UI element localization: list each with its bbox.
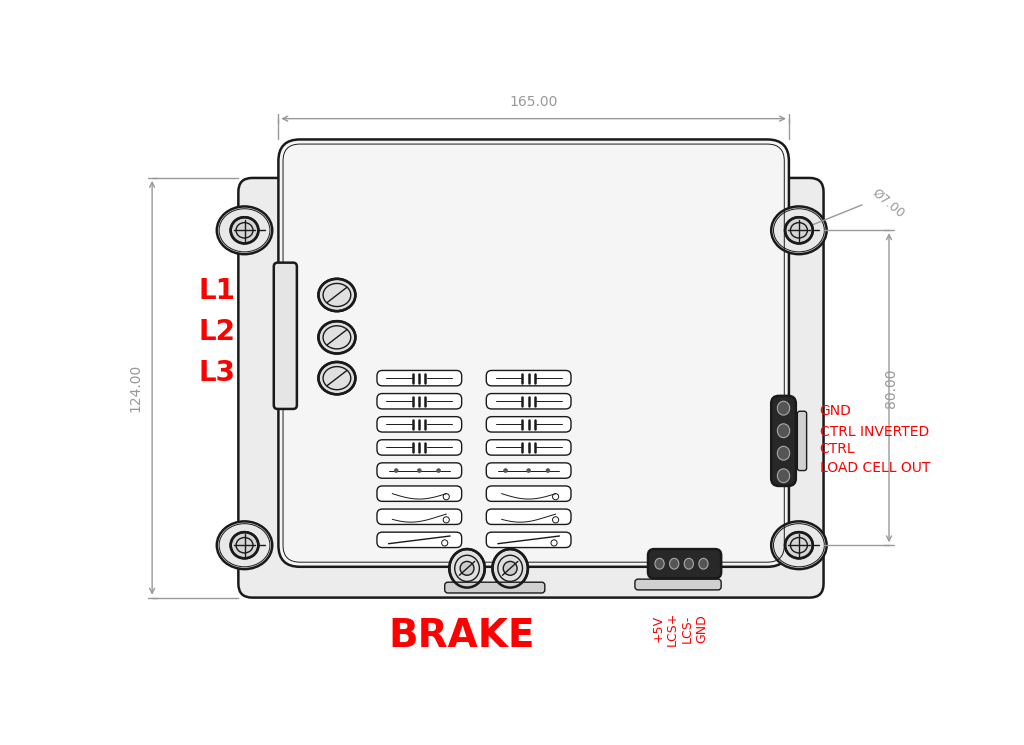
FancyBboxPatch shape	[377, 393, 462, 409]
FancyBboxPatch shape	[798, 411, 807, 471]
Ellipse shape	[698, 558, 708, 569]
Ellipse shape	[655, 558, 665, 569]
Ellipse shape	[493, 549, 528, 588]
Ellipse shape	[318, 321, 355, 354]
Circle shape	[504, 469, 508, 472]
Text: BRAKE: BRAKE	[388, 617, 535, 655]
Text: 80.00: 80.00	[885, 368, 898, 408]
FancyBboxPatch shape	[486, 463, 571, 478]
Text: 165.00: 165.00	[510, 95, 558, 110]
Text: LCS-: LCS-	[681, 615, 694, 642]
Text: LCS+: LCS+	[667, 611, 679, 646]
FancyBboxPatch shape	[377, 532, 462, 548]
Ellipse shape	[318, 279, 355, 311]
Text: +5V: +5V	[651, 615, 665, 642]
FancyBboxPatch shape	[486, 440, 571, 455]
FancyBboxPatch shape	[486, 509, 571, 524]
Ellipse shape	[230, 532, 258, 558]
FancyBboxPatch shape	[486, 393, 571, 409]
Ellipse shape	[785, 218, 813, 244]
Text: CTRL INVERTED: CTRL INVERTED	[819, 425, 929, 439]
Ellipse shape	[771, 522, 826, 569]
FancyBboxPatch shape	[377, 486, 462, 501]
FancyBboxPatch shape	[377, 440, 462, 455]
Ellipse shape	[777, 469, 790, 483]
Text: L2: L2	[199, 318, 236, 346]
FancyBboxPatch shape	[635, 579, 721, 590]
FancyBboxPatch shape	[444, 582, 545, 593]
Ellipse shape	[503, 562, 517, 575]
Ellipse shape	[777, 446, 790, 460]
Ellipse shape	[318, 362, 355, 394]
Text: LOAD CELL OUT: LOAD CELL OUT	[819, 461, 930, 475]
Ellipse shape	[460, 562, 474, 575]
FancyBboxPatch shape	[648, 549, 721, 578]
Text: 124.00: 124.00	[129, 364, 143, 412]
Text: Ø7.00: Ø7.00	[869, 186, 907, 221]
Ellipse shape	[785, 532, 813, 558]
Circle shape	[546, 469, 550, 472]
Circle shape	[436, 469, 440, 472]
FancyBboxPatch shape	[279, 139, 788, 567]
Ellipse shape	[771, 206, 826, 254]
FancyBboxPatch shape	[377, 463, 462, 478]
Circle shape	[394, 469, 398, 472]
Circle shape	[418, 469, 421, 472]
Ellipse shape	[777, 424, 790, 437]
FancyBboxPatch shape	[273, 263, 297, 409]
Text: GND: GND	[819, 405, 852, 418]
Ellipse shape	[670, 558, 679, 569]
FancyBboxPatch shape	[486, 416, 571, 432]
Circle shape	[526, 469, 530, 472]
FancyBboxPatch shape	[486, 486, 571, 501]
FancyBboxPatch shape	[377, 509, 462, 524]
FancyBboxPatch shape	[771, 396, 796, 486]
FancyBboxPatch shape	[486, 532, 571, 548]
FancyBboxPatch shape	[377, 370, 462, 386]
Ellipse shape	[230, 218, 258, 244]
Ellipse shape	[217, 522, 272, 569]
FancyBboxPatch shape	[239, 178, 823, 597]
Text: L3: L3	[199, 359, 236, 387]
FancyBboxPatch shape	[377, 416, 462, 432]
Text: GND: GND	[695, 614, 709, 643]
Ellipse shape	[450, 549, 484, 588]
FancyBboxPatch shape	[486, 370, 571, 386]
Text: L1: L1	[199, 277, 236, 305]
Ellipse shape	[217, 206, 272, 254]
Ellipse shape	[684, 558, 693, 569]
Ellipse shape	[777, 402, 790, 415]
Text: CTRL: CTRL	[819, 442, 855, 456]
